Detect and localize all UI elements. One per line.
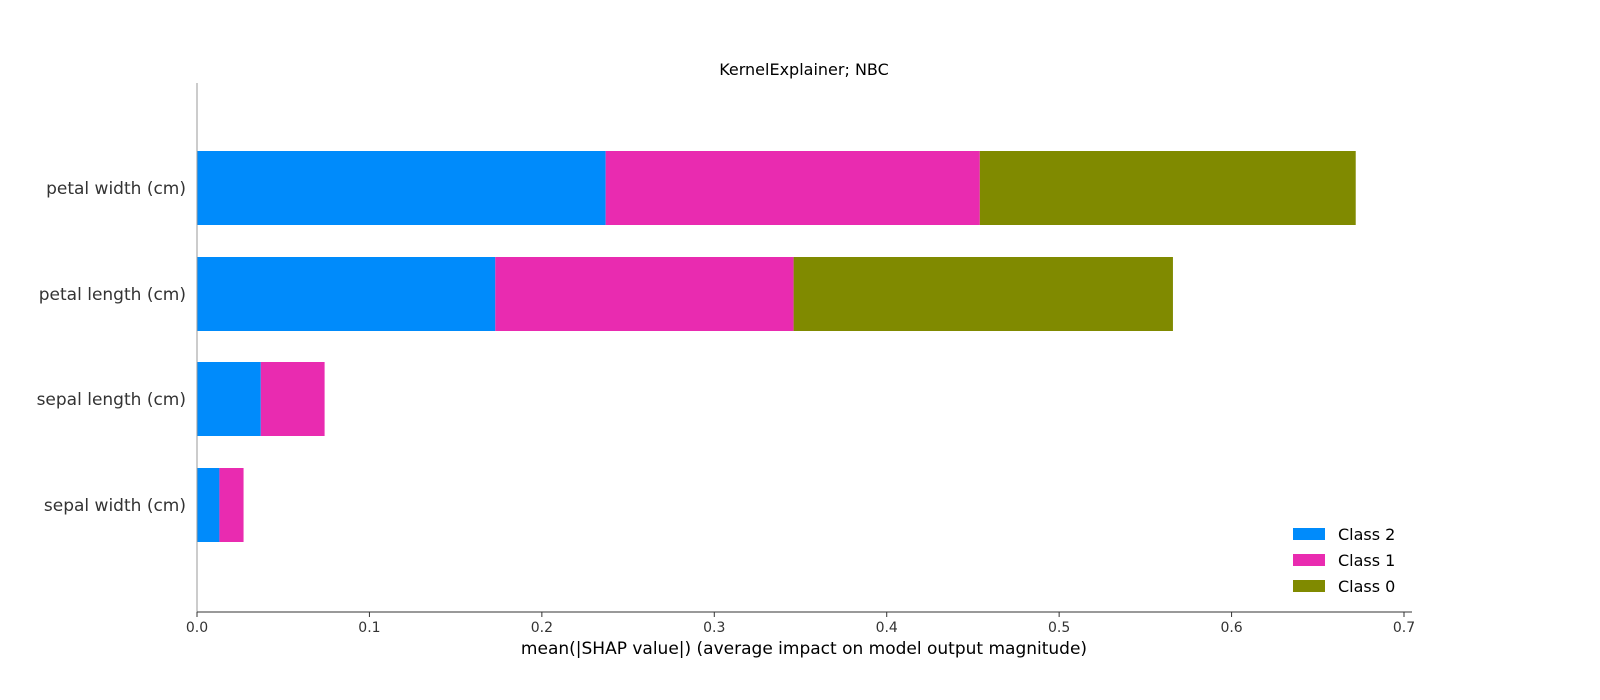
bar-3-series-2: [260, 362, 325, 436]
bar-4-series-1: [197, 468, 220, 542]
y-tick-label: sepal width (cm): [44, 496, 186, 516]
x-axis-label: mean(|SHAP value|) (average impact on mo…: [521, 639, 1087, 659]
x-tick-label: 0.4: [876, 620, 898, 636]
bar-2-series-3: [793, 257, 1173, 331]
legend-swatch: [1293, 580, 1325, 592]
bar-1-series-1: [197, 151, 606, 225]
y-tick-label: petal width (cm): [46, 179, 186, 199]
bars-group: [197, 151, 1356, 542]
y-tick-label: petal length (cm): [39, 285, 186, 305]
chart-title: KernelExplainer; NBC: [719, 60, 889, 79]
legend-swatch: [1293, 554, 1325, 566]
x-tick-label: 0.0: [186, 620, 208, 636]
legend-swatch: [1293, 528, 1325, 540]
bar-1-series-2: [605, 151, 980, 225]
bar-3-series-1: [197, 362, 261, 436]
y-tick-label: sepal length (cm): [37, 390, 186, 410]
legend: Class 2 Class 1 Class 0: [1293, 525, 1395, 596]
legend-label: Class 0: [1338, 577, 1395, 596]
x-tick-label: 0.2: [531, 620, 553, 636]
legend-label: Class 2: [1338, 525, 1395, 544]
x-tick-label: 0.7: [1393, 620, 1415, 636]
legend-label: Class 1: [1338, 551, 1395, 570]
y-tick-labels: petal width (cm) petal length (cm) sepal l…: [37, 179, 186, 516]
x-tick-label: 0.1: [358, 620, 380, 636]
x-tick-label: 0.5: [1048, 620, 1070, 636]
x-tick-label: 0.3: [703, 620, 725, 636]
bar-4-series-2: [219, 468, 244, 542]
bar-2-series-1: [197, 257, 496, 331]
x-tick-label: 0.6: [1220, 620, 1242, 636]
x-ticks: 0.0 0.1 0.2 0.3 0.4 0.5 0.6 0.7: [186, 612, 1415, 636]
bar-2-series-2: [495, 257, 794, 331]
bar-1-series-3: [979, 151, 1356, 225]
